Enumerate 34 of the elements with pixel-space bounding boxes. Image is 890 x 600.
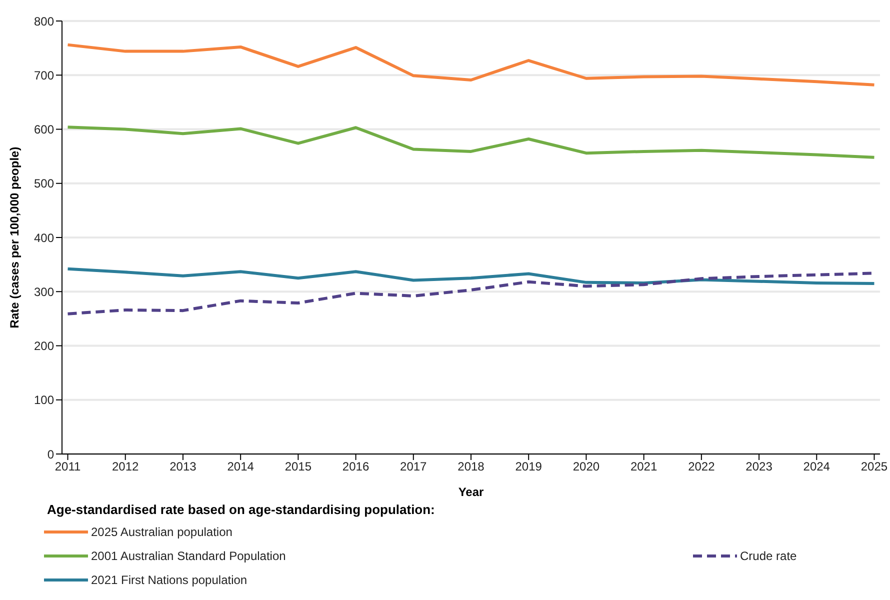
x-tick-label: 2012 xyxy=(112,460,140,474)
y-tick-label: 0 xyxy=(47,447,54,462)
y-axis-title: Rate (cases per 100,000 people) xyxy=(7,146,22,328)
y-tick-label: 200 xyxy=(34,339,54,354)
y-tick-label: 400 xyxy=(34,230,54,245)
x-axis-title: Year xyxy=(458,485,484,499)
y-tick-label: 500 xyxy=(34,176,54,191)
legend-title: Age-standardised rate based on age-standardising population: xyxy=(47,502,435,517)
x-tick-label: 2015 xyxy=(284,460,312,474)
y-tick-label: 300 xyxy=(34,284,54,299)
line-series xyxy=(66,126,876,159)
line-series xyxy=(66,267,876,286)
x-tick-label: 2014 xyxy=(227,460,254,474)
x-tick-label: 2013 xyxy=(170,460,197,474)
y-tick-label: 800 xyxy=(34,14,54,28)
y-tick-label: 600 xyxy=(34,122,54,137)
legend-label: 2021 First Nations population xyxy=(91,573,248,587)
x-tick-label: 2025 xyxy=(860,460,888,474)
x-tick-label: 2016 xyxy=(342,460,370,474)
x-tick-label: 2019 xyxy=(515,460,542,474)
y-tick-label: 700 xyxy=(34,68,54,82)
x-tick-label: 2017 xyxy=(400,460,428,474)
x-tick-label: 2022 xyxy=(688,460,716,474)
x-tick-label: 2018 xyxy=(458,460,485,474)
x-tick-label: 2023 xyxy=(746,460,773,474)
legend-label: 2025 Australian population xyxy=(91,525,232,539)
x-tick-label: 2024 xyxy=(803,460,830,474)
x-tick-label: 2020 xyxy=(572,460,600,474)
legend-label: Crude rate xyxy=(740,549,797,563)
legend-label: 2001 Australian Standard Population xyxy=(91,549,286,563)
x-tick-label: 2021 xyxy=(630,460,658,474)
line-series xyxy=(66,43,876,86)
x-tick-label: 2011 xyxy=(54,460,81,474)
y-tick-label: 100 xyxy=(34,393,54,408)
